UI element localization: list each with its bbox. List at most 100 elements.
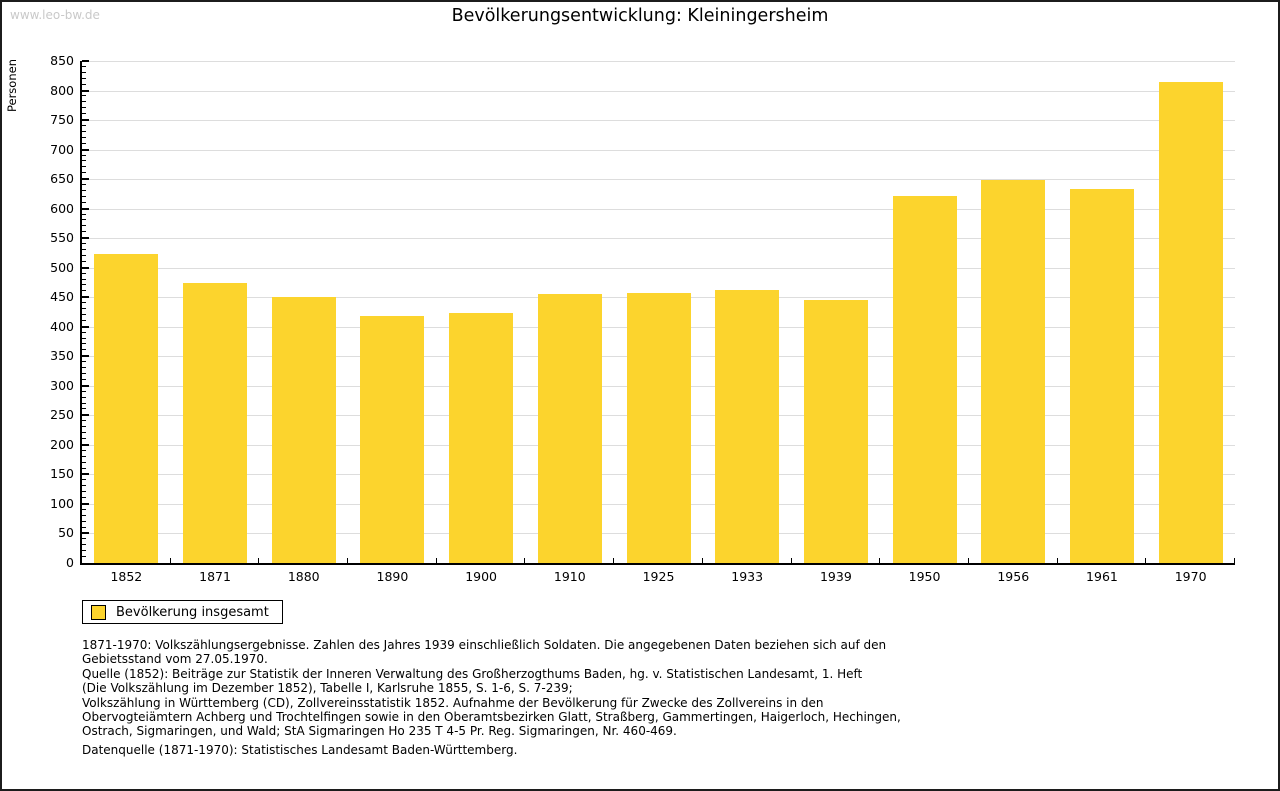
y-minor-tick-130 — [82, 485, 86, 487]
y-minor-tick-670 — [82, 166, 86, 168]
y-major-tick-750 — [82, 119, 89, 122]
y-minor-tick-220 — [82, 432, 86, 434]
x-tick-label-1939: 1939 — [819, 569, 852, 584]
y-tick-label-100: 100 — [50, 495, 74, 511]
x-tick-label-1950: 1950 — [908, 569, 941, 584]
y-tick-label-550: 550 — [50, 230, 74, 246]
y-minor-tick-780 — [82, 101, 86, 103]
x-boundary-tick-5 — [524, 558, 526, 563]
y-minor-tick-380 — [82, 337, 86, 339]
x-tick-label-1961: 1961 — [1086, 569, 1118, 584]
y-major-tick-500 — [82, 266, 89, 269]
y-minor-tick-510 — [82, 260, 86, 262]
y-minor-tick-230 — [82, 426, 86, 428]
gridline-550 — [82, 238, 1235, 240]
y-minor-tick-570 — [82, 225, 86, 227]
y-minor-tick-820 — [82, 77, 86, 79]
y-minor-tick-420 — [82, 313, 86, 315]
bar-1852 — [94, 254, 159, 563]
y-tick-label-0: 0 — [66, 555, 74, 570]
y-minor-tick-680 — [82, 160, 86, 162]
x-tick-label-1970: 1970 — [1174, 569, 1207, 584]
y-major-tick-100 — [82, 502, 89, 505]
x-boundary-tick-8 — [790, 558, 792, 563]
y-tick-label-600: 600 — [50, 200, 74, 216]
datasource-line: Datenquelle (1871-1970): Statistisches L… — [82, 743, 518, 757]
gridline-650 — [82, 179, 1235, 181]
y-minor-tick-60 — [82, 526, 86, 528]
y-tick-label-300: 300 — [50, 377, 74, 393]
y-minor-tick-140 — [82, 479, 86, 481]
y-minor-tick-160 — [82, 467, 86, 469]
x-tick-label-1910: 1910 — [553, 569, 586, 584]
x-boundary-tick-12 — [1145, 558, 1147, 563]
y-minor-tick-590 — [82, 213, 86, 215]
y-minor-tick-10 — [82, 556, 86, 558]
x-tick-label-1933: 1933 — [731, 569, 764, 584]
x-tick-label-1956: 1956 — [997, 569, 1030, 584]
y-minor-tick-210 — [82, 437, 86, 439]
y-minor-tick-390 — [82, 331, 86, 333]
x-boundary-tick-6 — [613, 558, 615, 563]
x-tick-label-1900: 1900 — [465, 569, 498, 584]
y-major-tick-300 — [82, 384, 89, 387]
y-minor-tick-360 — [82, 349, 86, 351]
y-major-tick-450 — [82, 296, 89, 299]
y-minor-tick-330 — [82, 367, 86, 369]
y-minor-tick-170 — [82, 461, 86, 463]
y-major-tick-800 — [82, 89, 89, 92]
y-minor-tick-830 — [82, 71, 86, 73]
y-minor-tick-240 — [82, 420, 86, 422]
footnote-line-1: 1871-1970: Volkszählungsergebnisse. Zahl… — [82, 638, 887, 652]
y-minor-tick-190 — [82, 449, 86, 451]
y-minor-tick-260 — [82, 408, 86, 410]
footnote-line-3: Quelle (1852): Beiträge zur Statistik de… — [82, 666, 863, 681]
y-minor-tick-480 — [82, 278, 86, 280]
y-minor-tick-790 — [82, 95, 86, 97]
y-major-tick-600 — [82, 207, 89, 210]
watermark-link: www.leo-bw.de — [10, 8, 100, 22]
chart-title: Bevölkerungsentwicklung: Kleiningersheim — [451, 6, 829, 26]
y-minor-tick-810 — [82, 83, 86, 85]
gridline-850 — [82, 61, 1235, 62]
plot-area — [80, 60, 1235, 565]
y-minor-tick-520 — [82, 254, 86, 256]
y-minor-tick-290 — [82, 390, 86, 392]
gridline-750 — [82, 120, 1235, 122]
footnotes: 1871-1970: Volkszählungsergebnisse. Zahl… — [82, 638, 901, 739]
y-tick-label-400: 400 — [50, 318, 74, 334]
y-minor-tick-640 — [82, 184, 86, 186]
x-boundary-tick-2 — [258, 558, 260, 563]
y-minor-tick-460 — [82, 290, 86, 292]
y-axis-label: Personen — [5, 59, 19, 113]
y-minor-tick-490 — [82, 272, 86, 274]
y-minor-tick-120 — [82, 491, 86, 493]
footnote-line-4: (Die Volkszählung im Dezember 1852), Tab… — [82, 681, 573, 696]
y-tick-label-150: 150 — [50, 466, 74, 482]
legend-label: Bevölkerung insgesamt — [116, 604, 269, 620]
y-tick-label-200: 200 — [50, 436, 74, 452]
y-minor-tick-320 — [82, 373, 86, 375]
x-boundary-tick-4 — [435, 558, 437, 563]
y-tick-label-700: 700 — [50, 141, 74, 157]
bar-1970 — [1158, 82, 1223, 563]
y-major-tick-250 — [82, 414, 89, 417]
y-minor-tick-840 — [82, 65, 86, 67]
y-major-tick-200 — [82, 443, 89, 446]
x-boundary-tick-1 — [169, 558, 171, 563]
y-minor-tick-40 — [82, 538, 86, 540]
y-minor-tick-470 — [82, 284, 86, 286]
y-minor-tick-620 — [82, 195, 86, 197]
y-minor-tick-80 — [82, 514, 86, 516]
y-minor-tick-530 — [82, 249, 86, 250]
y-minor-tick-30 — [82, 544, 86, 546]
y-minor-tick-660 — [82, 172, 86, 174]
y-minor-tick-770 — [82, 107, 86, 109]
x-tick-label-1880: 1880 — [287, 569, 320, 584]
y-minor-tick-90 — [82, 508, 86, 510]
y-major-tick-50 — [82, 532, 89, 535]
y-minor-tick-710 — [82, 142, 86, 144]
gridline-700 — [82, 149, 1235, 151]
bar-1880 — [271, 296, 336, 563]
